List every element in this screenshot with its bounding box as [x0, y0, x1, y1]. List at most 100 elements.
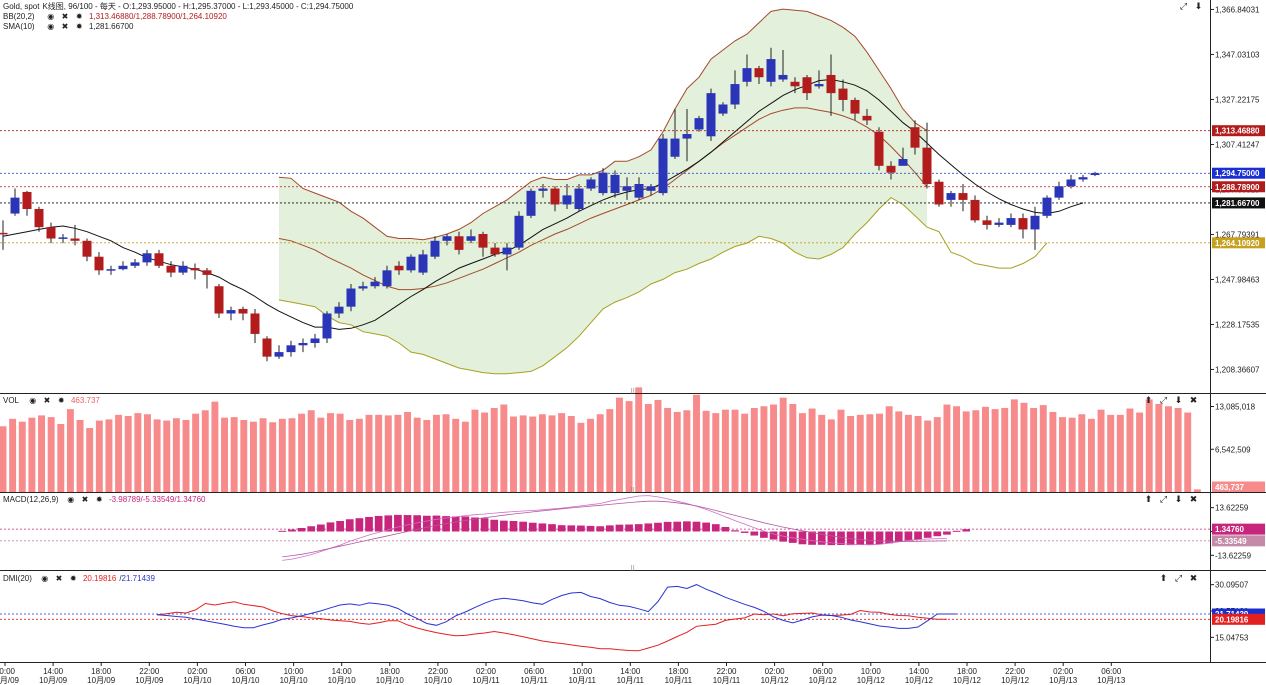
volume-bar	[404, 411, 412, 492]
volume-bar	[346, 419, 354, 492]
macd-name: MACD(12,26,9)	[3, 495, 59, 504]
eye-icon[interactable]: ◉	[47, 22, 55, 31]
price-tag-bg	[1212, 125, 1265, 137]
dmi-name: DMI(20)	[3, 574, 32, 583]
arrow-up-icon[interactable]: ⬆	[1144, 494, 1153, 504]
date-label: 10月/11	[520, 676, 548, 685]
price-tag-bg	[1212, 237, 1265, 249]
eye-icon[interactable]: ◉	[47, 12, 55, 21]
volume-bar	[413, 417, 421, 492]
arrow-up-icon[interactable]: ⬆	[1159, 573, 1168, 583]
volume-bar	[18, 421, 26, 492]
candle-body	[802, 77, 812, 94]
close-icon[interactable]: ✖	[61, 22, 69, 31]
symbol-name: Gold, spot	[3, 2, 40, 11]
candle-body	[490, 247, 500, 255]
resize-handle-icon[interactable]: ⠿	[630, 389, 636, 396]
sma-value: 1,281.66700	[88, 22, 134, 31]
volume-bar	[1193, 489, 1201, 492]
expand-icon[interactable]: ⤢	[1179, 1, 1188, 11]
volume-bar	[38, 415, 45, 492]
volume-bar	[1184, 412, 1192, 492]
volume-bar	[1001, 407, 1009, 492]
close-icon[interactable]: ✖	[61, 12, 69, 21]
candle-body	[334, 306, 344, 314]
macd-histogram-bar	[365, 516, 373, 532]
eye-icon[interactable]: ◉	[29, 396, 37, 405]
price-tick-label: 1,307.41247	[1215, 140, 1260, 149]
macd-histogram-bar	[711, 524, 720, 532]
arrow-up-icon[interactable]: ⬆	[1144, 395, 1153, 405]
date-label: 10月/12	[1001, 676, 1030, 685]
macd-histogram-bar	[471, 517, 479, 532]
volume-bar	[95, 420, 103, 492]
candle-body	[586, 179, 596, 189]
volume-bar	[1087, 418, 1095, 492]
volume-bar	[789, 403, 797, 492]
volume-bar	[760, 406, 768, 492]
gear-icon[interactable]: ✹	[57, 396, 65, 405]
date-label: 10月/11	[472, 676, 500, 685]
macd-histogram-bar	[769, 531, 778, 540]
candle-body	[118, 265, 128, 270]
eye-icon[interactable]: ◉	[67, 495, 75, 504]
macd-histogram-bar	[326, 522, 335, 532]
expand-icon[interactable]: ⤢	[1159, 395, 1168, 405]
macd-histogram-bar	[345, 519, 354, 532]
close-icon[interactable]: ✖	[55, 574, 63, 583]
candle-body	[22, 191, 32, 209]
gear-icon[interactable]: ✹	[69, 574, 77, 583]
expand-icon[interactable]: ⤢	[1159, 494, 1168, 504]
volume-bar	[818, 414, 826, 492]
time-label: 18:00	[380, 667, 401, 676]
resize-handle-icon[interactable]: ⠿	[630, 566, 636, 573]
date-label: 10月/10	[231, 676, 260, 685]
candle-body	[526, 190, 536, 216]
volume-bar	[221, 417, 229, 492]
volume-bar	[770, 404, 778, 492]
volume-bar	[144, 414, 151, 492]
volume-bar	[375, 414, 383, 492]
expand-icon[interactable]: ⤢	[1174, 573, 1183, 583]
arrow-down-icon[interactable]: ⬇	[1194, 1, 1203, 11]
gear-icon[interactable]: ✹	[95, 495, 103, 504]
candle-body	[466, 236, 476, 241]
resize-handle-icon[interactable]: ⠿	[630, 488, 636, 495]
candle-body	[862, 115, 872, 121]
arrow-down-icon[interactable]: ⬇	[1174, 395, 1183, 405]
volume-bar	[298, 413, 306, 492]
macd-histogram-bar	[914, 531, 922, 540]
gear-icon[interactable]: ✹	[75, 22, 83, 31]
candle-body	[826, 74, 836, 94]
candle-body	[454, 236, 464, 250]
arrow-down-icon[interactable]: ⬇	[1174, 494, 1183, 504]
eye-icon[interactable]: ◉	[41, 574, 49, 583]
time-label: 18:00	[668, 667, 689, 676]
macd-histogram-bar	[461, 516, 470, 532]
time-label: 22:00	[139, 667, 160, 676]
volume-bar	[230, 417, 238, 492]
time-label: 06:00	[813, 667, 834, 676]
volume-bar	[1030, 407, 1038, 492]
close-icon[interactable]: ✖	[1189, 494, 1198, 504]
price-tick-label: 1,267.79391	[1215, 230, 1260, 239]
volume-bar	[288, 418, 296, 492]
volume-bar	[1059, 417, 1066, 492]
macd-histogram-bar	[586, 525, 595, 532]
volume-bar	[134, 413, 142, 492]
candle-body	[130, 262, 140, 266]
volume-bar	[721, 409, 729, 492]
volume-bar	[538, 414, 546, 492]
time-label: 22:00	[1005, 667, 1026, 676]
candle-body	[382, 270, 392, 287]
close-icon[interactable]: ✖	[1189, 395, 1198, 405]
candle-body	[538, 188, 548, 191]
close-icon[interactable]: ✖	[43, 396, 51, 405]
volume-bar	[991, 409, 999, 492]
volume-bar	[1165, 406, 1172, 492]
volume-bar	[519, 415, 527, 492]
close-icon[interactable]: ✖	[81, 495, 89, 504]
gear-icon[interactable]: ✹	[75, 12, 83, 21]
close-icon[interactable]: ✖	[1189, 573, 1198, 583]
